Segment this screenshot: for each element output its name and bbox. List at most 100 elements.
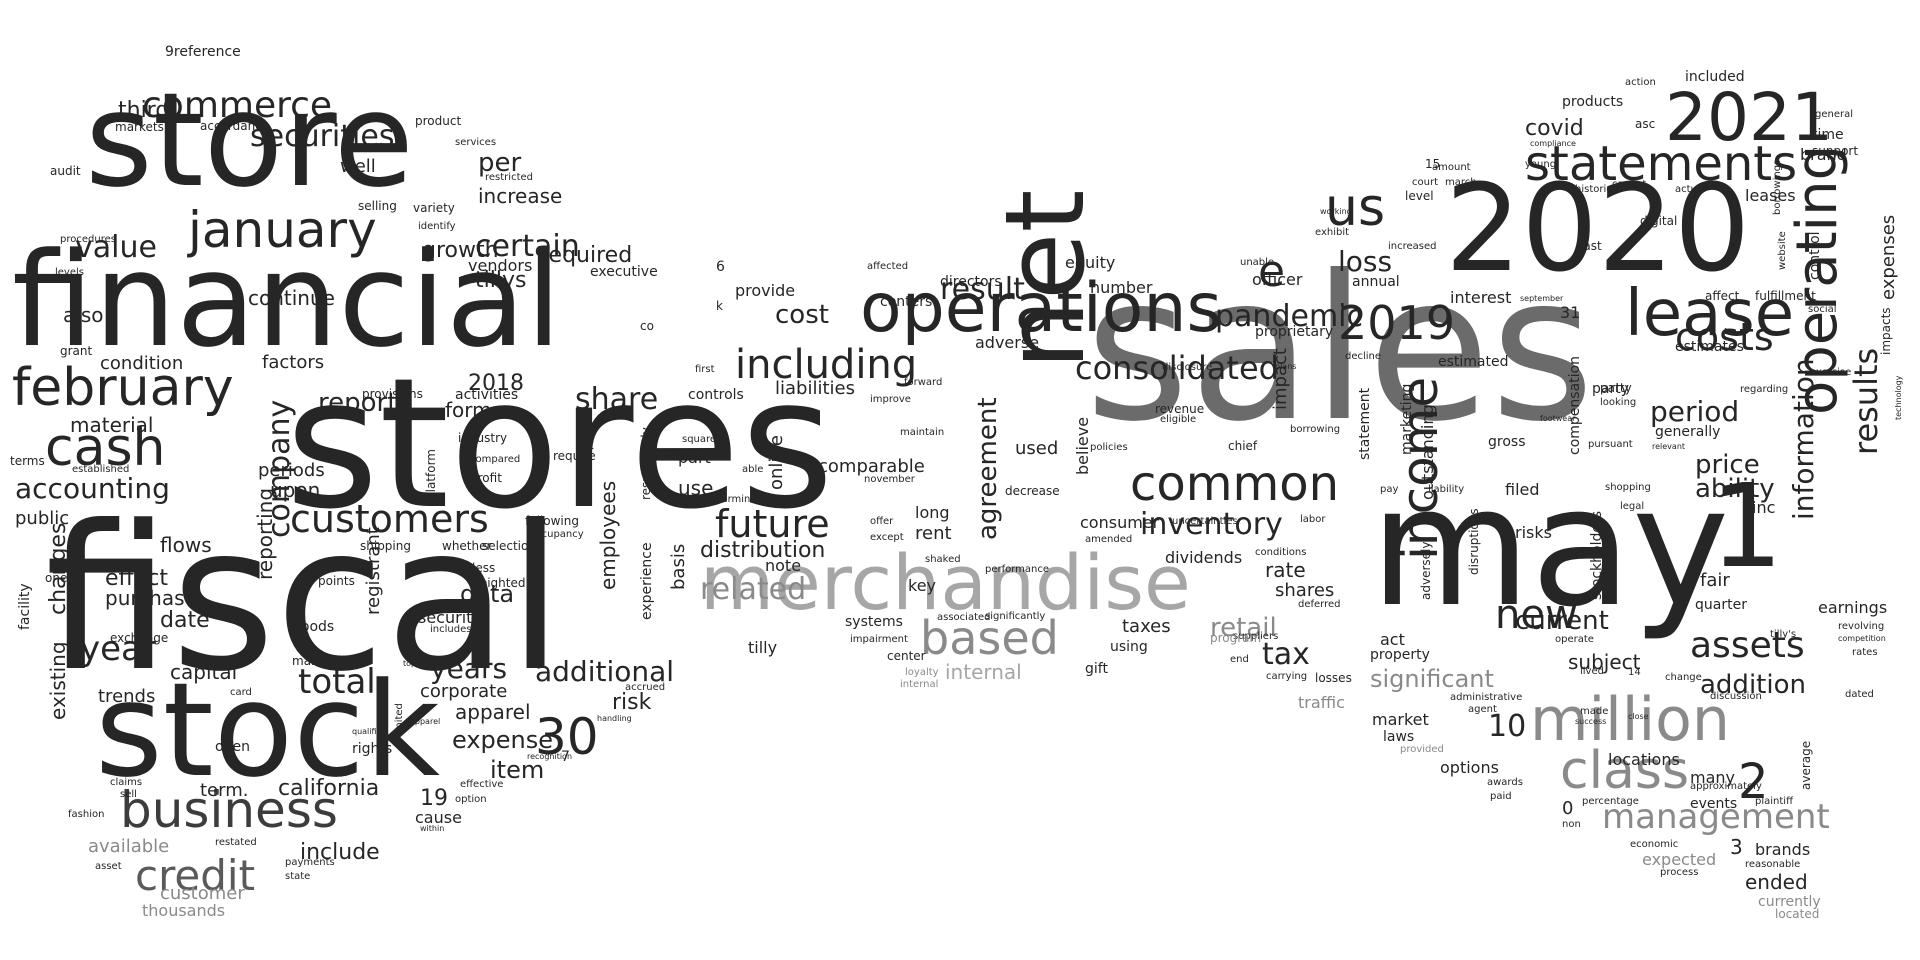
word-merchandise: merchandise [700,538,1191,627]
word-reporting: reporting [253,487,277,580]
word-square: square [682,434,717,445]
word-shipping: shipping [360,539,411,553]
word-effective: effective [460,779,504,790]
word-date: date [160,608,210,633]
word-performance: performance [985,564,1050,575]
word-4: 4 [1502,519,1511,535]
word-securities: securities [250,119,395,154]
word-years: years [430,652,508,685]
word-california: california [278,776,380,801]
word-website: website [1777,231,1788,270]
word-forward: forward [904,377,943,388]
word-2021: 2021 [1665,79,1833,156]
word-audit: audit [50,164,81,178]
word-march: march [1445,177,1477,188]
word-required: required [540,243,633,268]
word-also: also [63,303,104,327]
word-selling: selling [358,199,397,213]
word-loyalty: loyalty [905,667,939,678]
word-covid: covid [1525,116,1584,141]
word-labor: labor [1300,514,1326,525]
word-impairment: impairment [850,634,908,645]
word-product: product [415,114,462,128]
word-deferred: deferred [1298,599,1341,610]
word-condition: condition [100,353,184,374]
word-public: public [15,508,70,529]
word-existing: existing [46,641,70,720]
word-certain: certain [475,229,580,264]
word-procedures: procedures [60,234,116,245]
word-fair: fair [1700,570,1730,591]
word-liabilities: liabilities [775,378,855,399]
word-statement: statement [1357,387,1373,460]
word-form: form [445,398,492,422]
word-k: k [716,299,723,313]
word-fiscal: fiscal [45,483,564,716]
word-assets: assets [1690,625,1805,666]
word-card: card [230,687,252,698]
word-related: related [700,572,807,607]
word-require: require [553,449,596,463]
word-rights: rights [352,741,393,757]
word-equity: equity [1065,253,1116,272]
word-estimated: estimated [1438,354,1509,370]
word-distribution: distribution [700,538,826,563]
word-reasonable: reasonable [1745,859,1801,870]
word-brands: brands [1755,840,1811,859]
word-looking: looking [1600,397,1637,408]
word-disclosure: disclosure [1162,362,1213,373]
word-third: third [118,98,170,123]
word-number: number [1090,278,1153,297]
word-one: one [45,571,68,585]
word-co: co [640,319,654,333]
word-court: court [1412,177,1438,188]
word-made: made [1580,706,1609,717]
word-31: 31 [1560,303,1581,322]
word-rate: rate [1265,558,1306,582]
word-14: 14 [1628,667,1641,678]
word-upon: upon [270,478,321,502]
word-goods: goods [292,619,335,635]
word-expense: expense [452,726,554,754]
word-economic: economic [1630,839,1679,850]
word-time: time [1812,127,1844,143]
word-interest: interest [1450,288,1512,307]
word-lease: lease [1625,277,1795,351]
word-points: points [318,574,355,588]
word-factors: factors [262,352,325,373]
word-expenses: expenses [1878,214,1899,300]
word-party: party [1600,381,1632,395]
word-decrease: decrease [1005,484,1060,498]
word-state: state [285,871,311,882]
word-offer: offer [870,516,894,527]
word-estimates: estimates [1675,339,1744,355]
word-rent: rent [915,523,952,544]
word-shaked: shaked [925,554,961,565]
word-conditions: conditions [1255,547,1307,558]
word-whether: whether [442,539,492,553]
word-except: except [870,532,904,543]
word-information: information [1787,358,1820,520]
word-30: 30 [535,708,599,766]
word-tillys: tillys [475,268,527,293]
word-risks: risks [1515,523,1552,542]
word-tilly: tilly [748,638,778,657]
word-comparable: comparable [818,456,925,477]
word-internal: internal [900,679,939,690]
word-asc: asc [1635,117,1656,131]
word-earnings: earnings [1818,598,1888,617]
word-centers: centers [880,294,933,310]
word-grant: grant [60,344,93,358]
word-general: general [1815,109,1854,120]
word-decline: decline [1345,351,1382,362]
word-material: material [70,413,154,437]
word-united: united [394,703,405,735]
word-associated: associated [937,612,991,623]
word-brand: brand [1800,145,1847,164]
word-accrued: accrued [625,682,666,693]
word-exchange: exchange [110,631,169,645]
word-suppliers: suppliers [1233,631,1279,642]
word-legal: legal [1620,501,1645,512]
word-value: value [75,230,157,265]
